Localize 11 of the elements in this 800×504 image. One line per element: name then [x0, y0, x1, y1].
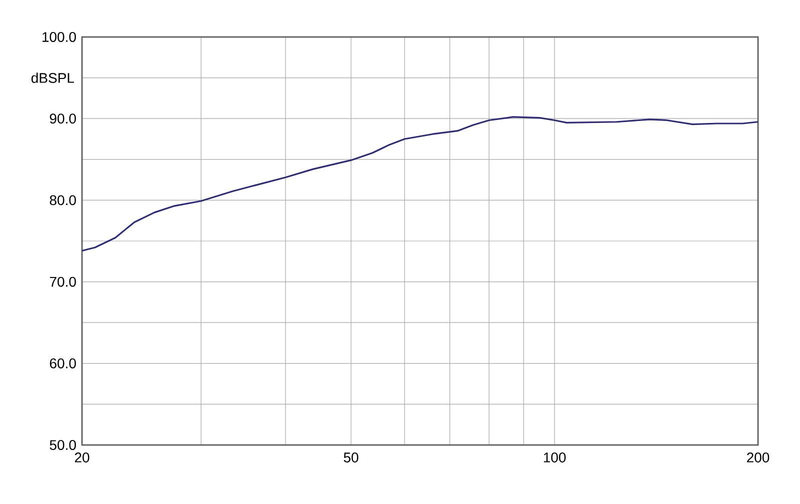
x-tick-label: 50: [344, 452, 358, 462]
y-tick-label: 50.0: [50, 440, 76, 450]
x-tick-label: 20: [74, 452, 90, 462]
y-tick-label: 100.0: [42, 32, 76, 42]
y-axis-title: dBSPL: [31, 72, 74, 83]
y-tick-label: 80.0: [50, 195, 76, 206]
y-tick-label: 90.0: [50, 114, 76, 124]
x-tick-label: 100: [544, 452, 566, 462]
x-tick-label: 200: [747, 452, 770, 462]
y-tick-label: 70.0: [50, 276, 76, 287]
y-tick-label: 60.0: [50, 358, 76, 368]
